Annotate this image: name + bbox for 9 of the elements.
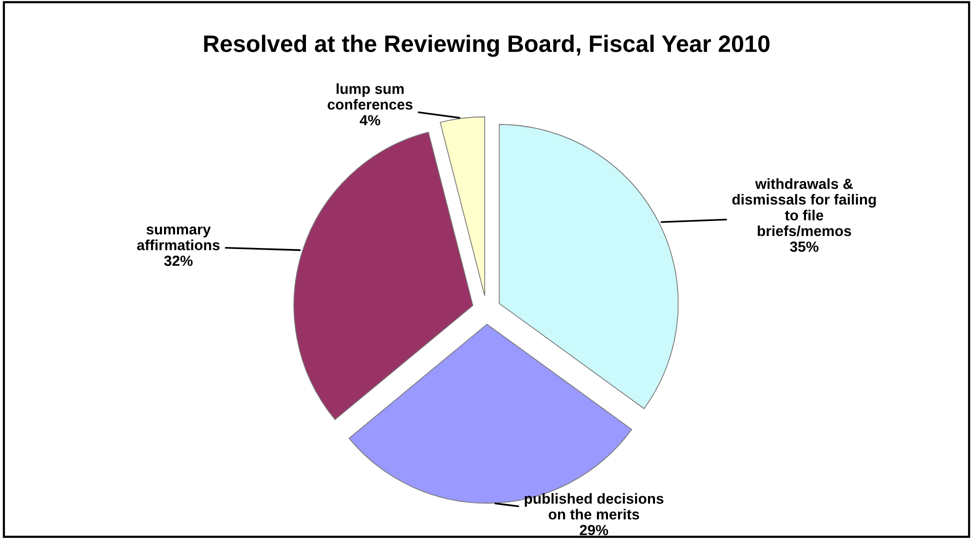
slice-label: lump sum conferences [328,83,412,110]
slice-label: withdrawals & dismissals for failing to file briefs/memos [732,178,876,236]
chart-title: Resolved at the Reviewing Board, Fiscal Year 2010 [204,34,770,57]
data-label: 4% [360,115,380,126]
data-label: 35% [790,242,818,252]
slice-label: published decisions on the merits [524,493,664,520]
slice-label: summary affirmations [137,226,220,250]
data-label: 32% [164,256,193,266]
data-label: 29% [580,524,608,536]
